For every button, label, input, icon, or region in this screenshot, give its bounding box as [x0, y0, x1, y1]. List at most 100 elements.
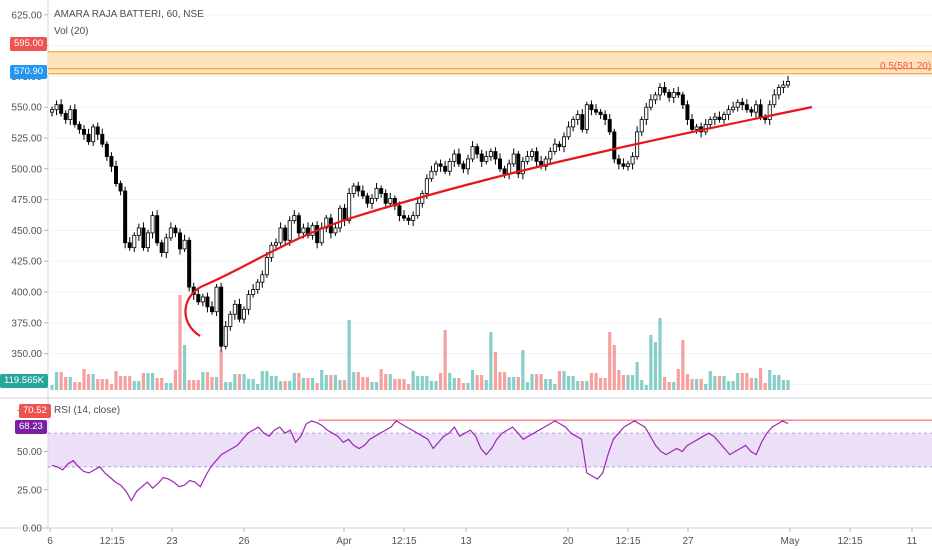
candle-up [411, 215, 416, 221]
volume-bar [672, 382, 676, 390]
candle-up [388, 197, 393, 204]
volume-bar [676, 369, 680, 390]
candle-down [475, 146, 480, 155]
volume-bar [539, 374, 543, 390]
volume-bar [123, 376, 127, 390]
price-tick-label: 500.00 [11, 164, 42, 175]
volume-bar [681, 340, 685, 390]
volume-bar [548, 379, 552, 390]
volume-bar [251, 379, 255, 390]
volume-bar [96, 379, 100, 390]
volume-bar [457, 378, 461, 390]
candle-down [109, 156, 114, 167]
volume-bar [205, 372, 210, 390]
candle-up [223, 326, 228, 347]
candle-down [123, 190, 128, 244]
volume-bar [155, 378, 159, 390]
price-tick-label: 525.00 [11, 134, 42, 145]
volume-bar [411, 371, 415, 390]
volume-bar [342, 380, 347, 390]
volume-bar [224, 382, 228, 390]
volume-bar [777, 375, 781, 390]
volume-indicator-label: Vol (20) [54, 26, 89, 37]
rsi-tick-label: 25.00 [17, 485, 42, 496]
volume-bar [452, 378, 456, 390]
candle-up [429, 170, 434, 180]
candle-up [433, 163, 438, 172]
candle-down [356, 185, 361, 192]
candle-up [319, 227, 324, 244]
price-tick-label: 400.00 [11, 288, 42, 299]
candle-down [59, 104, 64, 114]
volume-bar [525, 382, 530, 390]
time-tick-label: Apr [336, 536, 352, 547]
candle-up [548, 151, 553, 160]
candle-up [132, 234, 137, 249]
volume-bar [617, 370, 621, 390]
candle-up [630, 156, 635, 165]
support-trendline [184, 105, 813, 337]
volume-bar [434, 381, 438, 390]
volume-bar [192, 380, 196, 390]
candle-down [744, 104, 749, 111]
time-tick-label: 6 [47, 536, 53, 547]
volume-bar [630, 375, 635, 390]
candle-up [136, 227, 141, 236]
candle-up [552, 143, 557, 152]
volume-bar [534, 374, 539, 390]
candle-down [516, 153, 521, 175]
volume-bar [484, 380, 488, 390]
volume-bar [722, 376, 726, 390]
candle-up [200, 296, 205, 303]
candle-down [72, 109, 77, 125]
candle-down [616, 158, 621, 165]
volume-bar [667, 382, 671, 390]
volume-bar [246, 379, 251, 390]
volume-bar [109, 384, 114, 390]
candle-down [406, 217, 411, 221]
volume-bar [388, 374, 392, 390]
candle-down [173, 227, 178, 234]
volume-bar [708, 371, 712, 390]
volume-bar [480, 375, 484, 390]
time-tick-label: 23 [166, 536, 178, 547]
volume-bar [374, 382, 379, 390]
volume-bar [50, 385, 54, 390]
volume-bar [173, 370, 178, 390]
candle-up [731, 106, 736, 111]
volume-bar [598, 378, 603, 390]
volume-bar [361, 377, 365, 390]
rsi-indicator-label: RSI (14, close) [54, 405, 121, 416]
volume-bar [717, 376, 722, 390]
candle-up [722, 114, 727, 120]
volume-bar [772, 375, 776, 390]
candle-down [749, 109, 754, 113]
candle-up [781, 84, 786, 88]
time-tick-label: 12:15 [615, 536, 640, 547]
volume-bar [306, 378, 310, 390]
volume-bar [635, 362, 639, 390]
candle-down [383, 193, 388, 204]
volume-bar [571, 376, 575, 390]
candle-up [251, 289, 256, 295]
volume-bar [576, 381, 580, 390]
volume-bar [146, 373, 150, 390]
candle-up [488, 151, 493, 157]
time-tick-label: 27 [682, 536, 694, 547]
volume-bar [754, 378, 758, 390]
volume-bar [786, 380, 790, 390]
candle-up [658, 87, 663, 96]
fib-zone [48, 51, 932, 74]
volume-bar [288, 381, 292, 390]
candle-down [141, 227, 146, 249]
volume-bar [283, 381, 287, 390]
volume-bar [150, 373, 155, 390]
candle-up [168, 227, 173, 239]
candle-down [589, 104, 594, 111]
candle-up [754, 104, 759, 113]
fib-level-label: 0.5(581.20) [880, 61, 932, 72]
price-tick-label: 450.00 [11, 226, 42, 237]
candle-down [315, 225, 320, 244]
volume-bar [187, 380, 191, 390]
time-tick-label: 12:15 [391, 536, 416, 547]
